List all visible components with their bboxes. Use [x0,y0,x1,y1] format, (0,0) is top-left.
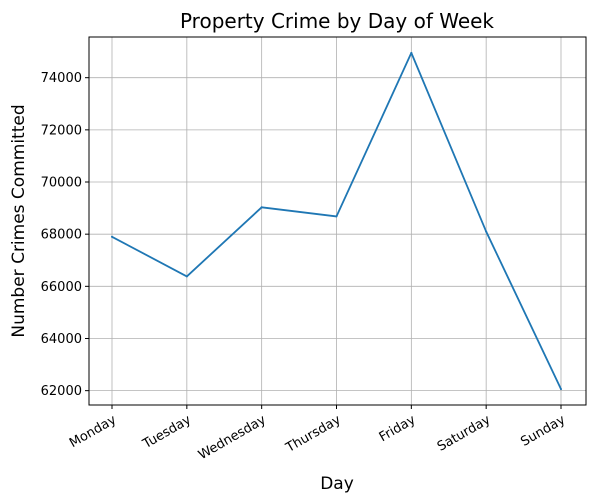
data-series [111,51,562,391]
data-point-saturday [485,230,488,233]
y-tick-label: 64000 [41,332,82,347]
y-axis-label: Number Crimes Committed [9,104,29,337]
y-tick-label: 74000 [41,71,82,86]
y-axis-ticks: 62000 64000 66000 68000 70000 72000 74000 [41,71,89,399]
y-tick-label: 68000 [41,228,82,243]
y-tick-label: 66000 [41,280,82,295]
data-point-friday [410,51,413,54]
data-point-tuesday [185,275,188,278]
y-tick-label: 62000 [41,384,82,399]
plot-area-frame [88,36,587,406]
data-point-sunday [560,388,562,391]
data-point-wednesday [260,206,263,209]
chart-title: Property Crime by Day of Week [180,9,494,33]
x-axis-label: Day [320,474,354,494]
data-point-monday [111,235,113,238]
data-point-thursday [335,215,338,218]
y-tick-label: 72000 [41,123,82,138]
grid-lines [89,37,586,405]
y-tick-label: 70000 [41,176,82,191]
